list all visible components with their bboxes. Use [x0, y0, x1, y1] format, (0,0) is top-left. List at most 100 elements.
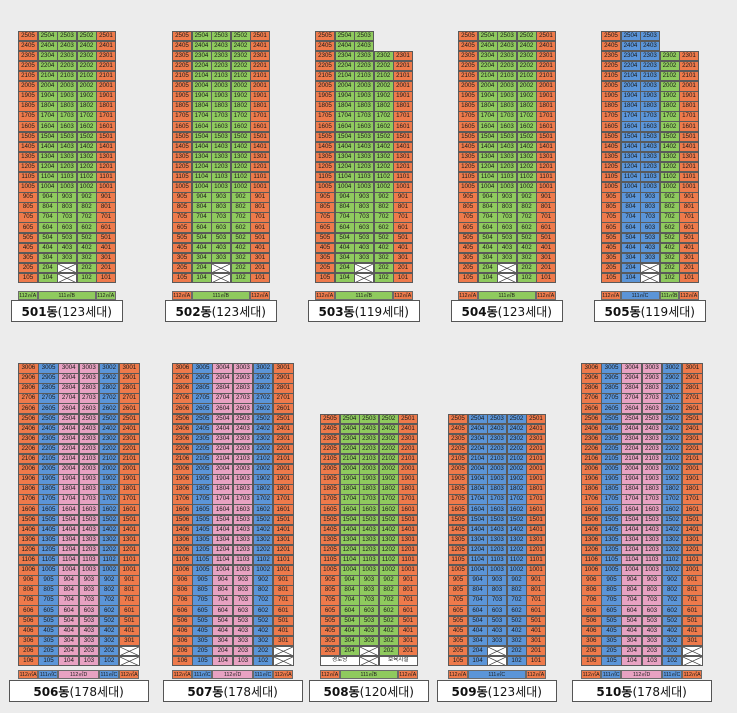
- unit-cell: 1705: [601, 494, 622, 505]
- unit-cell: 2804: [621, 383, 643, 394]
- unit-cell: 704: [620, 212, 641, 223]
- unit-cell: 1501: [273, 514, 294, 526]
- unit-cell: 2203: [641, 443, 663, 455]
- unit-cell: 2105: [172, 70, 192, 82]
- unit-cell: 305: [601, 635, 622, 647]
- unit-cell: 2606: [581, 403, 602, 414]
- unit-cell: 502: [378, 615, 399, 627]
- unit-cell: 1202: [252, 544, 274, 556]
- unit-cell: 2002: [230, 81, 251, 92]
- unit-cell: 402: [230, 242, 251, 254]
- unit-cell: 2304: [212, 433, 234, 445]
- unit-cell: 904: [191, 192, 212, 203]
- unit-cell: 804: [477, 202, 498, 213]
- unit-cell: 903: [497, 192, 517, 203]
- unit-cell: 1603: [57, 121, 77, 132]
- unit-cell: 1405: [18, 141, 38, 153]
- unit-cell: 2905: [192, 373, 213, 384]
- unit-cell: 1801: [536, 101, 556, 112]
- unit-cell: 1302: [98, 534, 120, 546]
- unit-cell: 902: [98, 575, 120, 586]
- unit-type-segment: 112㎡A: [682, 670, 703, 679]
- unit-cell: 2104: [58, 453, 80, 465]
- unit-cell: 601: [119, 605, 140, 616]
- unit-cell: 1405: [315, 141, 335, 153]
- unit-cell: 2504: [620, 30, 641, 42]
- unit-cell: 1806: [18, 484, 39, 495]
- unit-cell: 1503: [640, 131, 660, 143]
- unit-cell: 1102: [378, 554, 399, 566]
- unit-cell: 702: [230, 212, 251, 223]
- unit-cell: 404: [191, 242, 212, 254]
- unit-cell: 1904: [467, 474, 488, 485]
- unit-cell: 801: [250, 202, 270, 213]
- unit-cell: 2702: [252, 393, 274, 404]
- unit-cell: 606: [581, 605, 602, 616]
- unit-cell: 2501: [398, 413, 418, 425]
- unit-cell: 2004: [620, 81, 641, 92]
- unit-cell: 2104: [620, 70, 641, 82]
- unit-cell: 1505: [448, 514, 468, 526]
- unit-cell: 1703: [487, 494, 507, 505]
- unit-cell: 1202: [516, 161, 537, 173]
- unit-cell: 603: [487, 605, 507, 616]
- unit-cell: 1504: [334, 131, 355, 143]
- unit-cell: 705: [38, 595, 59, 606]
- unit-cell: 502: [506, 615, 527, 627]
- unit-cell: 1104: [37, 171, 58, 183]
- unit-cell: 1104: [334, 171, 355, 183]
- unit-cell: 1906: [172, 474, 193, 485]
- unit-cell: 1303: [232, 534, 254, 546]
- unit-cell: 603: [78, 605, 100, 616]
- unit-cell: 2303: [640, 50, 660, 62]
- unit-cell: 902: [661, 575, 683, 586]
- unit-cell: 502: [76, 232, 97, 244]
- unit-cell: 1405: [601, 141, 621, 153]
- unit-cell: 302: [252, 635, 274, 647]
- unit-cell: 1105: [601, 171, 621, 183]
- unit-cell: 1301: [393, 151, 413, 163]
- unit-cell: 2304: [621, 433, 643, 445]
- unit-cell: 1703: [232, 494, 254, 505]
- unit-cell: 2304: [37, 50, 58, 62]
- unit-cell: 2804: [58, 383, 80, 394]
- unit-cell: 1005: [38, 565, 59, 576]
- unit-cell: 805: [192, 585, 213, 596]
- unit-cell: 1503: [497, 131, 517, 143]
- unit-cell: 1902: [252, 474, 274, 485]
- unit-cell: 1201: [682, 544, 703, 556]
- unit-cell: 304: [37, 252, 58, 264]
- unit-cell: 206: [172, 645, 193, 657]
- unit-cell: 1302: [76, 151, 97, 163]
- unit-cell: 1202: [506, 544, 527, 556]
- unit-cell: 2401: [96, 40, 116, 52]
- unit-cell: 603: [232, 605, 254, 616]
- unit-cell: 1801: [679, 101, 699, 112]
- unit-cell: 1602: [76, 121, 97, 132]
- unit-cell: 2602: [98, 403, 120, 414]
- unit-cell: 2505: [38, 413, 59, 425]
- unit-cell: 405: [601, 242, 621, 254]
- unit-cell: 2003: [57, 81, 77, 92]
- unit-cell: 2503: [354, 30, 374, 42]
- unit-cell: 2405: [320, 423, 340, 435]
- unit-cell: 1701: [536, 111, 556, 122]
- unit-type-segment: 112㎡A: [18, 291, 38, 300]
- unit-cell: [211, 272, 231, 284]
- unit-cell: 1704: [37, 111, 58, 122]
- unit-cell: 403: [487, 625, 507, 637]
- unit-cell: 905: [38, 575, 59, 586]
- unit-cell: 1302: [659, 151, 680, 163]
- unit-cell: 1403: [487, 524, 507, 536]
- unit-cell: 2205: [18, 60, 38, 72]
- unit-type-segment: 112㎡A: [679, 291, 699, 300]
- unit-cell: 1606: [172, 504, 193, 515]
- unit-cell: 1304: [191, 151, 212, 163]
- unit-cell: 2704: [621, 393, 643, 404]
- unit-type-segment: 111㎡B: [477, 291, 536, 300]
- unit-cell: 1404: [621, 524, 643, 536]
- unit-cell: 1804: [58, 484, 80, 495]
- unit-cell: 304: [191, 252, 212, 264]
- unit-cell: 705: [315, 212, 335, 223]
- unit-cell: 2503: [78, 413, 100, 425]
